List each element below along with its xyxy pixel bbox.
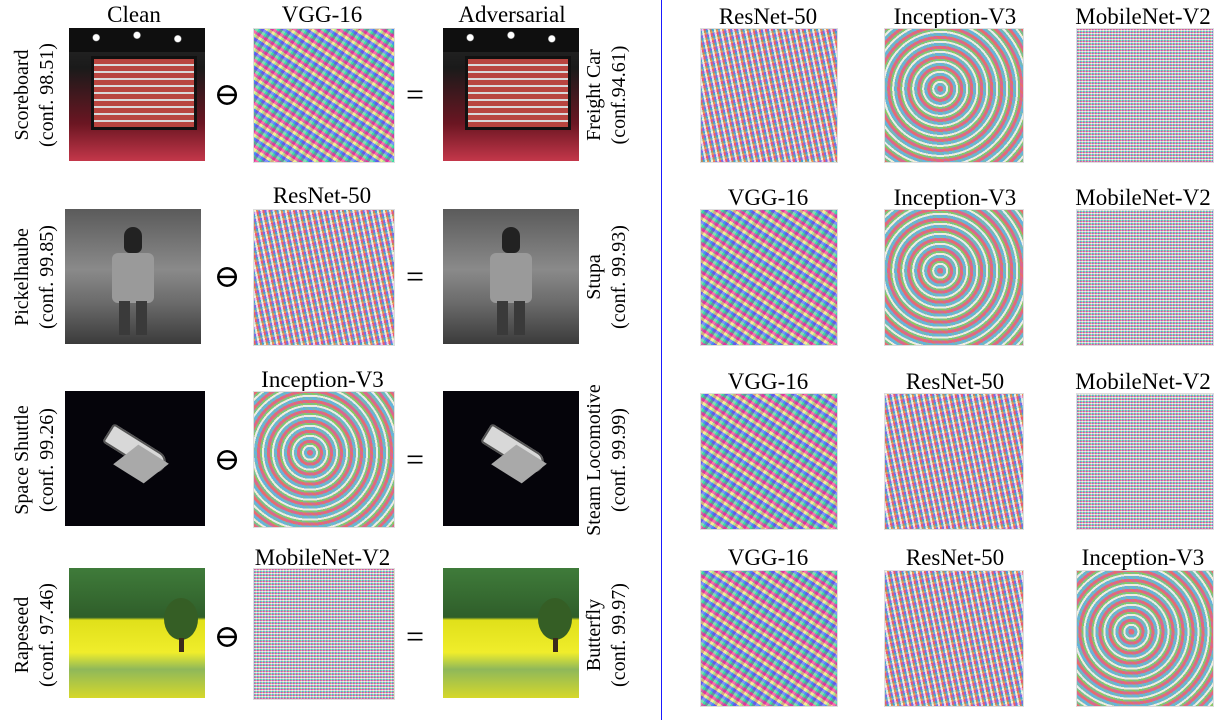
adversarial-label-4: Butterfly (conf. 99.97) [583,583,630,687]
adversarial-label-1: Freight Car (conf.94.61) [583,45,630,145]
minus-operator-2: ⊖ [213,258,241,294]
right-perturbation-3-2 [884,393,1024,530]
clean-label-2: Pickelhaube (conf. 99.85) [11,225,58,329]
equals-operator-2: = [405,258,425,294]
adversarial-image-space-shuttle [443,391,579,526]
right-perturbation-3-3 [1076,393,1214,530]
clean-header: Clean [107,2,161,27]
right-perturbation-4-1 [700,570,838,707]
adversarial-image-rapeseed [443,568,579,698]
perturbation-mobilenetv2 [253,568,395,700]
adversarial-header: Adversarial [458,2,566,27]
adversarial-label-3: Steam Locomotive (conf. 99.99) [583,384,630,536]
right-perturbation-4-2 [884,570,1024,707]
right-header-1-2: Inception-V3 [893,4,1017,29]
equals-operator-1: = [405,76,425,112]
right-perturbation-2-2 [884,209,1024,346]
clean-image-rapeseed [69,568,205,698]
clean-image-pickelhaube [65,209,201,344]
perturbation-vgg16 [253,28,395,163]
right-header-1-3: MobileNet-V2 [1075,4,1211,29]
clean-image-scoreboard [69,28,205,161]
equals-operator-3: = [405,441,425,477]
right-perturbation-1-2 [884,28,1024,163]
model-header-1: VGG-16 [281,2,363,27]
right-header-2-2: Inception-V3 [893,185,1017,210]
right-header-4-3: Inception-V3 [1081,545,1205,570]
right-header-2-1: VGG-16 [727,185,809,210]
right-perturbation-4-3 [1076,570,1214,707]
minus-operator-3: ⊖ [213,441,241,477]
clean-label-1: Scoreboard (conf. 98.51) [11,43,58,147]
right-header-3-1: VGG-16 [727,369,809,394]
right-perturbation-2-1 [700,209,838,346]
model-header-2: ResNet-50 [272,183,372,208]
model-header-3: Inception-V3 [261,367,384,392]
right-perturbation-1-1 [700,28,838,163]
right-header-2-3: MobileNet-V2 [1075,185,1211,210]
adversarial-image-pickelhaube [443,209,579,344]
equals-operator-4: = [405,618,425,654]
clean-label-3: Space Shuttle (conf. 99.26) [11,405,58,515]
perturbation-inceptionv3 [253,391,395,528]
adversarial-label-2: Stupa (conf. 99.93) [583,225,630,329]
right-header-3-2: ResNet-50 [905,369,1005,394]
model-header-4: MobileNet-V2 [254,545,391,570]
adversarial-image-scoreboard [443,28,579,161]
minus-operator-4: ⊖ [213,618,241,654]
right-header-4-1: VGG-16 [727,545,809,570]
right-perturbation-1-3 [1076,28,1214,163]
right-header-4-2: ResNet-50 [905,545,1005,570]
clean-image-space-shuttle [65,391,205,526]
right-header-3-3: MobileNet-V2 [1075,369,1211,394]
right-perturbation-3-1 [700,393,838,530]
perturbation-resnet50 [253,209,395,346]
panel-divider [661,0,662,720]
right-header-1-1: ResNet-50 [718,4,818,29]
clean-label-4: Rapeseed (conf. 97.46) [11,583,58,687]
right-perturbation-2-3 [1076,209,1214,346]
minus-operator-1: ⊖ [213,76,241,112]
